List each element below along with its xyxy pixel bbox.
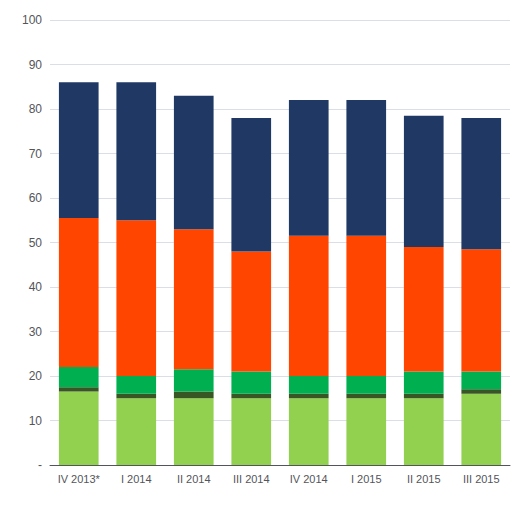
svg-text:20: 20	[29, 369, 43, 383]
svg-text:III 2015: III 2015	[463, 473, 500, 485]
svg-text:I 2015: I 2015	[351, 473, 382, 485]
svg-text:70: 70	[29, 147, 43, 161]
svg-text:30: 30	[29, 325, 43, 339]
svg-text:50: 50	[29, 236, 43, 250]
svg-text:I 2014: I 2014	[121, 473, 152, 485]
svg-text:IV 2014: IV 2014	[290, 473, 328, 485]
svg-text:II 2014: II 2014	[177, 473, 211, 485]
svg-text:III 2014: III 2014	[233, 473, 270, 485]
svg-text:40: 40	[29, 280, 43, 294]
svg-text:80: 80	[29, 102, 43, 116]
svg-text:-: -	[38, 458, 42, 472]
svg-text:IV 2013*: IV 2013*	[58, 473, 101, 485]
svg-text:II 2015: II 2015	[407, 473, 441, 485]
svg-text:10: 10	[29, 414, 43, 428]
svg-text:60: 60	[29, 191, 43, 205]
svg-text:90: 90	[29, 58, 43, 72]
svg-text:100: 100	[22, 13, 42, 27]
